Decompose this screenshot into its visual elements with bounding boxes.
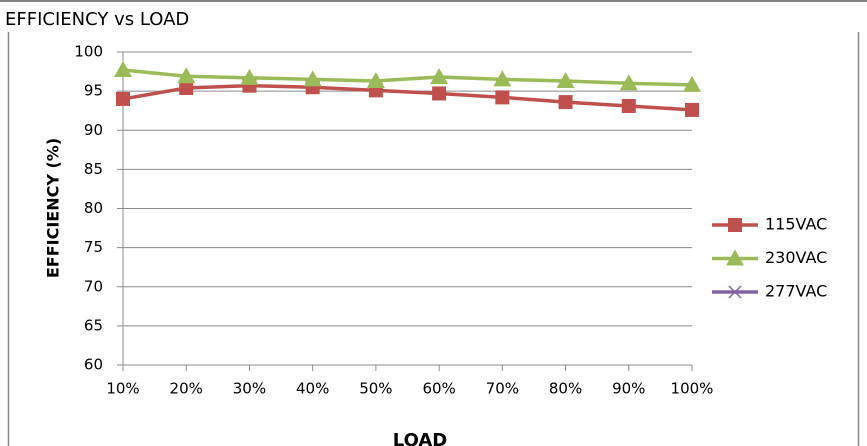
y-axis-label: EFFICIENCY (%) <box>44 138 63 278</box>
y-tick-label: 95 <box>84 82 103 100</box>
y-tick-label: 80 <box>84 199 103 217</box>
data-point <box>683 75 701 92</box>
y-tick-label: 65 <box>84 316 103 334</box>
data-point <box>114 60 132 77</box>
x-tick-label: 100% <box>671 380 714 398</box>
data-point <box>558 95 573 110</box>
legend-label: 230VAC <box>765 248 827 267</box>
data-point <box>177 67 196 84</box>
data-point <box>430 68 449 85</box>
data-point <box>556 71 575 88</box>
data-point <box>303 70 322 87</box>
legend-marker <box>728 285 742 299</box>
data-point <box>621 98 636 113</box>
x-tick-label: 70% <box>486 380 519 398</box>
y-tick-label: 85 <box>84 160 103 178</box>
data-point <box>619 74 638 91</box>
data-point <box>116 91 130 106</box>
y-tick-label: 60 <box>84 356 103 374</box>
x-axis-label: LOAD <box>393 430 448 446</box>
y-tick-label: 90 <box>84 121 103 139</box>
data-point <box>179 80 194 95</box>
legend-label: 115VAC <box>765 215 827 234</box>
x-tick-label: 50% <box>359 380 392 398</box>
legend-marker <box>726 249 744 266</box>
y-tick-label: 70 <box>84 277 103 295</box>
x-tick-label: 60% <box>422 380 455 398</box>
data-point <box>495 90 510 105</box>
y-tick-label: 75 <box>84 238 103 256</box>
y-tick-label: 100 <box>74 43 103 61</box>
data-point <box>366 71 385 88</box>
data-point <box>685 102 699 117</box>
x-tick-label: 30% <box>233 380 266 398</box>
legend-label: 277VAC <box>765 282 827 301</box>
x-tick-label: 10% <box>106 380 139 398</box>
x-tick-label: 40% <box>296 380 329 398</box>
legend-marker <box>728 218 742 232</box>
data-point <box>432 86 447 101</box>
x-tick-label: 80% <box>549 380 582 398</box>
data-point <box>240 68 259 85</box>
x-tick-label: 20% <box>170 380 203 398</box>
series-line <box>122 68 693 87</box>
series-line <box>122 83 693 112</box>
data-point <box>493 70 512 87</box>
chart-title: EFFICIENCY vs LOAD <box>5 9 189 30</box>
x-tick-label: 90% <box>612 380 645 398</box>
